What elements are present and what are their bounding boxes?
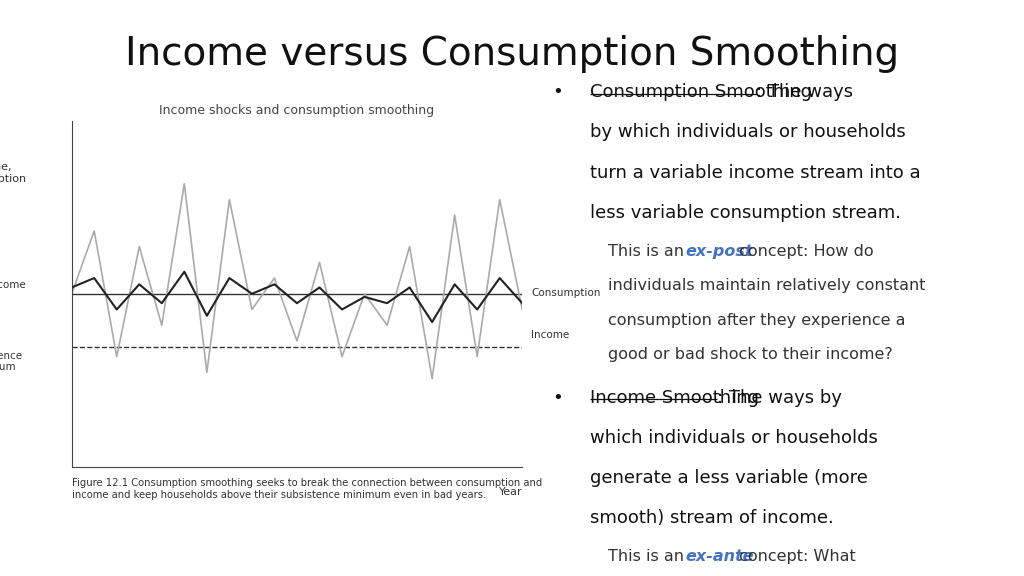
Text: smooth) stream of income.: smooth) stream of income. <box>590 509 834 527</box>
Text: Consumption Smoothing: Consumption Smoothing <box>590 84 812 101</box>
Text: less variable consumption stream.: less variable consumption stream. <box>590 204 901 222</box>
Text: ex-post: ex-post <box>685 244 753 259</box>
Text: good or bad shock to their income?: good or bad shock to their income? <box>608 347 893 362</box>
Text: Income versus Consumption Smoothing: Income versus Consumption Smoothing <box>125 35 899 73</box>
Text: This is an: This is an <box>608 550 689 564</box>
Text: consumption after they experience a: consumption after they experience a <box>608 313 906 328</box>
Text: : The ways by: : The ways by <box>717 389 842 407</box>
Text: Income Smoothing: Income Smoothing <box>590 389 759 407</box>
Text: Mean income: Mean income <box>0 281 26 290</box>
Text: : The ways: : The ways <box>756 84 853 101</box>
Text: individuals maintain relatively constant: individuals maintain relatively constant <box>608 278 926 293</box>
Text: Year: Year <box>499 487 522 497</box>
Text: Figure 12.1 Consumption smoothing seeks to break the connection between consumpt: Figure 12.1 Consumption smoothing seeks … <box>72 478 542 500</box>
Text: generate a less variable (more: generate a less variable (more <box>590 469 867 487</box>
Title: Income shocks and consumption smoothing: Income shocks and consumption smoothing <box>160 104 434 117</box>
Text: Income: Income <box>531 330 569 340</box>
Text: by which individuals or households: by which individuals or households <box>590 123 905 142</box>
Text: This is an: This is an <box>608 244 689 259</box>
Text: Consumption: Consumption <box>531 288 601 298</box>
Text: turn a variable income stream into a: turn a variable income stream into a <box>590 164 921 181</box>
Text: which individuals or households: which individuals or households <box>590 429 878 447</box>
Text: Income,
consumption: Income, consumption <box>0 162 27 184</box>
Text: ex-ante: ex-ante <box>685 550 754 564</box>
Text: •: • <box>553 84 563 101</box>
Text: concept: How do: concept: How do <box>734 244 873 259</box>
Text: concept: What: concept: What <box>734 550 856 564</box>
Text: Subsistence
minimum: Subsistence minimum <box>0 351 23 372</box>
Text: •: • <box>553 389 563 407</box>
